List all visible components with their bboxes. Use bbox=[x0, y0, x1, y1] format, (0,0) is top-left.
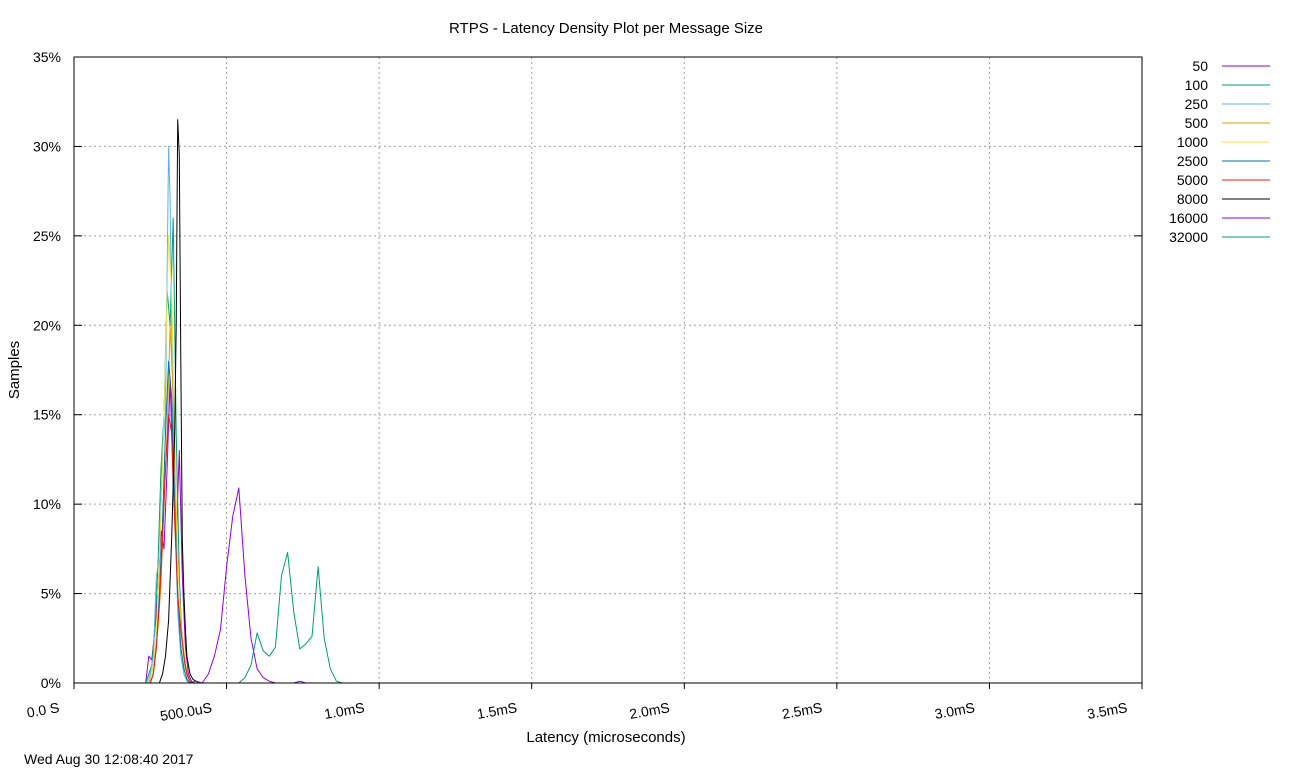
series-lines bbox=[145, 119, 343, 684]
legend: 50 100 250 500 1000 2500 5000 8000 16000 32000 bbox=[1169, 58, 1270, 245]
y-tick-label: 25% bbox=[33, 228, 61, 244]
legend-label: 1000 bbox=[1177, 134, 1208, 150]
x-tick-label: 2.5mS bbox=[781, 699, 824, 722]
legend-label: 250 bbox=[1185, 96, 1209, 112]
x-tick-label: 0.0 S bbox=[26, 699, 61, 720]
y-axis-label: Samples bbox=[6, 341, 23, 399]
y-tick-label: 10% bbox=[33, 496, 61, 512]
series-line-32000 bbox=[226, 551, 343, 684]
legend-label: 16000 bbox=[1169, 210, 1208, 226]
series-line-5000 bbox=[149, 414, 194, 684]
x-axis-label: Latency (microseconds) bbox=[526, 729, 685, 746]
legend-label: 32000 bbox=[1169, 229, 1208, 245]
plot-frame bbox=[73, 56, 1143, 684]
series-line-250 bbox=[146, 145, 191, 684]
y-tick-label: 20% bbox=[33, 317, 61, 333]
timestamp: Wed Aug 30 12:08:40 2017 bbox=[24, 751, 194, 767]
legend-label: 100 bbox=[1185, 77, 1209, 93]
grid-lines bbox=[74, 57, 1142, 683]
x-tick-label: 3.5mS bbox=[1086, 699, 1129, 722]
x-tick-label: 1.5mS bbox=[476, 699, 519, 722]
series-line-1000 bbox=[149, 235, 191, 684]
legend-label: 500 bbox=[1185, 115, 1209, 131]
x-tick-label: 3.0mS bbox=[933, 699, 976, 722]
chart-title: RTPS - Latency Density Plot per Message … bbox=[449, 20, 763, 37]
axes: 0% 5% 10% 15% 20% 25% 30% 35% 0.0 S 500.0uS 1.0mS 1… bbox=[26, 49, 1143, 724]
y-tick-label: 35% bbox=[33, 49, 61, 65]
legend-label: 8000 bbox=[1177, 191, 1208, 207]
legend-label: 50 bbox=[1192, 58, 1208, 74]
y-tick-label: 5% bbox=[41, 586, 61, 602]
legend-label: 5000 bbox=[1177, 172, 1208, 188]
series-line-16000 bbox=[189, 487, 312, 684]
y-tick-label: 0% bbox=[41, 675, 61, 691]
x-tick-label: 1.0mS bbox=[323, 699, 366, 722]
y-tick-label: 15% bbox=[33, 407, 61, 423]
y-tick-label: 30% bbox=[33, 138, 61, 154]
series-line-8000 bbox=[158, 119, 200, 684]
x-tick-label: 500.0uS bbox=[159, 699, 213, 724]
legend-label: 2500 bbox=[1177, 153, 1208, 169]
x-tick-label: 2.0mS bbox=[628, 699, 671, 722]
